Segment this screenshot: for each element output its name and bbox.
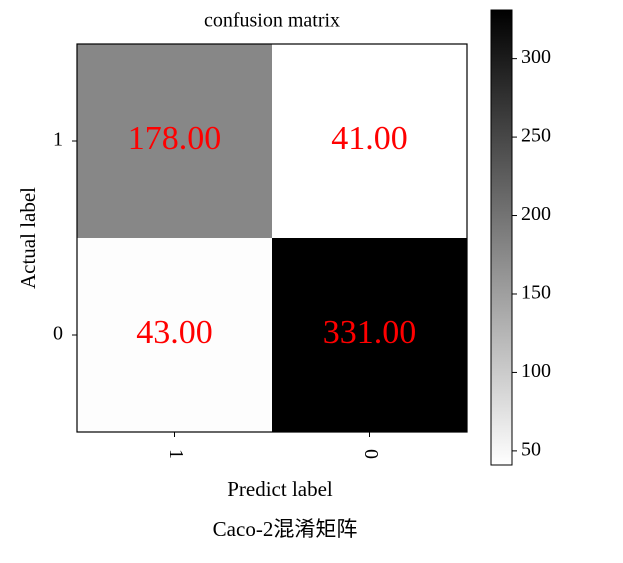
y-tick-label: 1 [53, 129, 63, 151]
heatmap-cell [272, 238, 467, 432]
colorbar [490, 9, 513, 466]
plot-frame [76, 43, 468, 433]
value-label: 331.00 [323, 314, 417, 351]
colorbar-tick-label: 300 [521, 46, 551, 68]
value-label: 41.00 [331, 120, 408, 157]
heatmap-cell [77, 238, 272, 432]
heatmap-cell [272, 44, 467, 238]
colorbar-tick-label: 200 [521, 203, 551, 225]
x-axis-label: Predict label [227, 477, 333, 501]
chart-title: confusion matrix [204, 10, 340, 32]
y-axis-label: Actual label [16, 187, 40, 289]
value-label: 178.00 [128, 120, 222, 157]
colorbar-tick-label: 150 [521, 282, 551, 304]
x-tick-label: 1 [165, 449, 187, 459]
colorbar-tick-label: 50 [521, 438, 541, 460]
y-tick-label: 0 [53, 323, 63, 345]
x-tick-label: 0 [360, 449, 382, 459]
value-label: 43.00 [136, 314, 213, 351]
caption: Caco-2混淆矩阵 [213, 517, 358, 541]
colorbar-tick-label: 250 [521, 125, 551, 147]
colorbar-tick-label: 100 [521, 360, 551, 382]
heatmap-cell [77, 44, 272, 238]
